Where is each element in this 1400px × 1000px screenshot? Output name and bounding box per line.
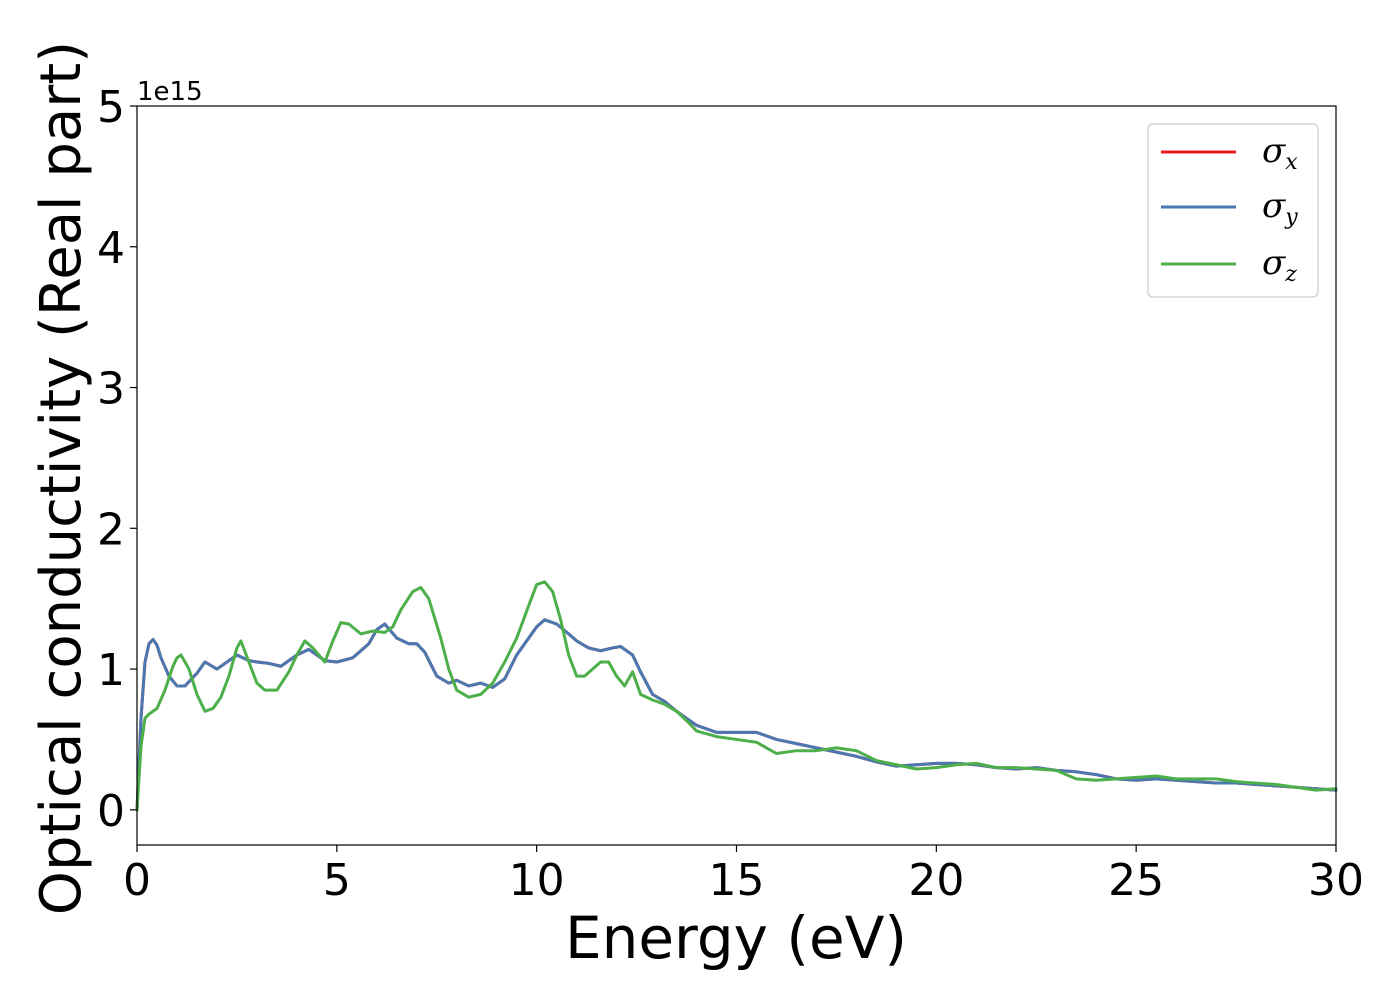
- x-tick-label: 25: [1108, 855, 1164, 906]
- y-tick-label: 5: [97, 82, 125, 133]
- x-tick-label: 5: [323, 855, 351, 906]
- series-line-z: [135, 580, 1338, 812]
- y-tick-label: 4: [97, 223, 125, 274]
- legend-label-z: σz: [1262, 243, 1297, 287]
- legend-label-y: σy: [1262, 186, 1298, 230]
- legend-box: [1147, 123, 1319, 298]
- y-offset-label: 1e15: [137, 77, 203, 107]
- y-tick-label: 3: [97, 364, 125, 415]
- y-tick-label: 2: [97, 504, 125, 555]
- y-tick-label: 0: [97, 786, 125, 837]
- x-axis-label: Energy (eV): [565, 904, 907, 972]
- x-tick-label: 15: [709, 855, 765, 906]
- x-tick-label: 20: [908, 855, 964, 906]
- y-axis: 0 1 2 3 4 5: [97, 82, 137, 837]
- legend-label-x: σx: [1262, 131, 1298, 175]
- x-tick-label: 0: [123, 855, 151, 906]
- x-tick-label: 10: [509, 855, 565, 906]
- series-layer: [135, 580, 1338, 812]
- legend: σx σy σz: [1147, 123, 1319, 298]
- x-axis: 0 5 10 15 20 25 30: [123, 845, 1364, 906]
- y-axis-label: Optical conductivity (Real part): [29, 41, 94, 915]
- y-tick-label: 1: [97, 645, 125, 696]
- x-tick-label: 30: [1308, 855, 1364, 906]
